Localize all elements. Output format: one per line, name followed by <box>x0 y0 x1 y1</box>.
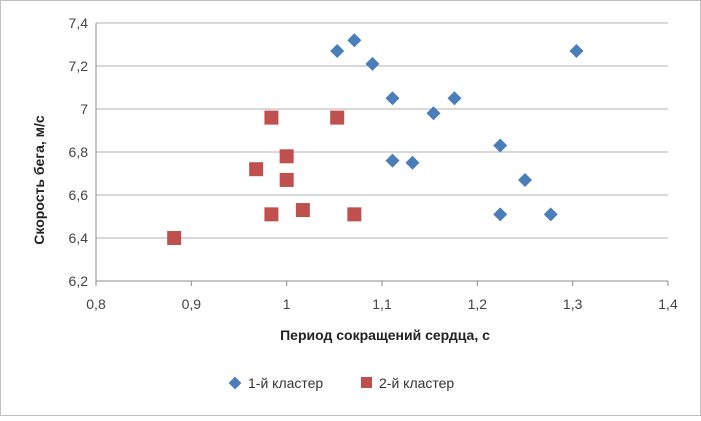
x-tick-label: 1,3 <box>563 296 583 312</box>
y-axis-title: Скорость бега, м/с <box>31 115 47 245</box>
data-point-cluster-2 <box>279 172 294 187</box>
data-point-cluster-1 <box>385 153 400 168</box>
legend-marker-cluster-2 <box>361 377 372 388</box>
legend-label-cluster-1: 1-й кластер <box>248 375 323 391</box>
data-point-cluster-1 <box>569 43 584 58</box>
x-axis-title: Период сокращений сердца, с <box>280 327 490 343</box>
tick-labels: 6,2 6,4 6,6 6,8 7 7,2 7,4 0,8 0,9 1 1,1 1,2 1,3 1,4 <box>69 15 678 312</box>
data-point-cluster-2 <box>347 207 362 222</box>
data-point-cluster-2 <box>264 110 279 125</box>
data-point-cluster-1 <box>330 43 345 58</box>
legend-marker-cluster-1 <box>228 376 242 390</box>
data-point-cluster-1 <box>518 172 532 187</box>
data-point-cluster-2 <box>249 162 264 177</box>
data-point-cluster-1 <box>447 91 462 106</box>
y-tick-label: 6,8 <box>69 144 89 160</box>
data-point-cluster-1 <box>347 33 362 48</box>
y-tick-label: 6,4 <box>69 230 89 246</box>
x-tick-label: 1,4 <box>658 296 678 312</box>
x-tick-label: 1 <box>283 296 291 312</box>
x-tick-label: 1,1 <box>372 296 392 312</box>
data-point-cluster-1 <box>405 155 420 170</box>
data-point-cluster-1 <box>426 106 441 121</box>
y-tick-label: 7 <box>80 101 88 117</box>
x-tick-label: 0,8 <box>86 296 106 312</box>
y-tick-label: 6,2 <box>69 273 89 289</box>
legend-item-cluster-2[interactable]: 2-й кластер <box>361 375 454 391</box>
legend-label-cluster-2: 2-й кластер <box>379 375 454 391</box>
legend: 1-й кластер 2-й кластер <box>228 375 454 391</box>
data-points <box>167 33 584 245</box>
data-point-cluster-1 <box>365 56 380 71</box>
data-point-cluster-1 <box>543 207 558 222</box>
data-point-cluster-2 <box>264 207 279 222</box>
grid-lines <box>96 22 668 239</box>
x-tick-label: 1,2 <box>468 296 488 312</box>
data-point-cluster-2 <box>295 203 310 218</box>
y-tick-label: 6,6 <box>69 187 89 203</box>
legend-item-cluster-1[interactable]: 1-й кластер <box>228 375 324 391</box>
data-point-cluster-2 <box>330 110 345 125</box>
data-point-cluster-2 <box>279 149 294 164</box>
data-point-cluster-2 <box>167 231 182 245</box>
data-point-cluster-1 <box>493 138 508 153</box>
data-point-cluster-1 <box>493 207 508 222</box>
y-tick-label: 7,4 <box>69 15 89 31</box>
y-tick-label: 7,2 <box>69 58 89 74</box>
data-point-cluster-1 <box>385 91 400 106</box>
x-tick-label: 0,9 <box>182 296 202 312</box>
axes <box>95 23 669 286</box>
